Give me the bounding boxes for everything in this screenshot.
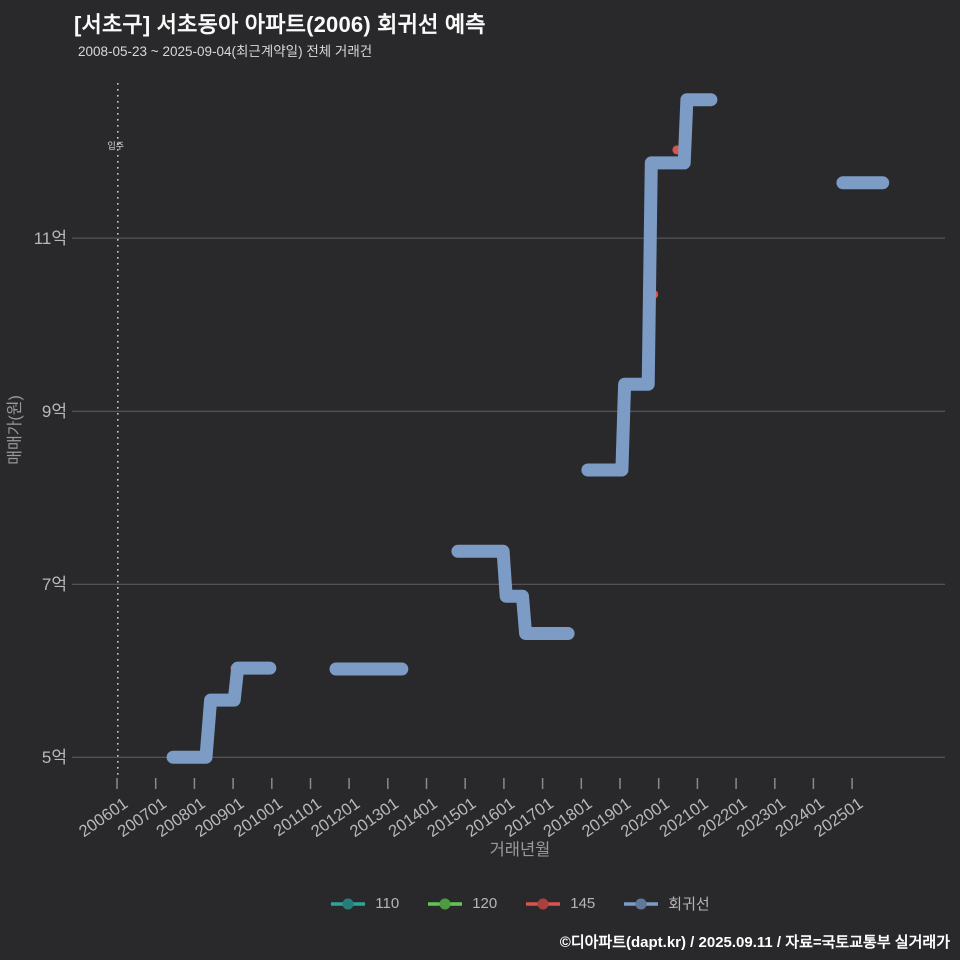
movein-annotation-label: 입주 <box>108 140 125 151</box>
legend-item-110[interactable]: 110 <box>330 895 399 912</box>
x-axis-title: 거래년월 <box>490 840 551 859</box>
legend-label: 110 <box>375 895 400 912</box>
chart-title: [서초구] 서초동아 아파트(2006) 회귀선 예측 <box>74 12 486 37</box>
legend-item-회귀선[interactable]: 회귀선 <box>623 893 710 914</box>
y-tick-label: 5억 <box>42 748 67 767</box>
legend: 110 120 145 회귀선 <box>80 893 960 914</box>
footer-credit: ©디아파트(dapt.kr) / 2025.09.11 / 자료=국토교통부 실… <box>559 934 950 951</box>
regression-line[interactable] <box>451 544 575 640</box>
legend-item-120[interactable]: 120 <box>427 895 497 912</box>
y-tick-label: 9억 <box>42 402 67 421</box>
legend-marker-icon <box>331 898 366 909</box>
legend-marker-icon <box>428 898 463 909</box>
legend-label: 145 <box>570 895 596 912</box>
legend-label: 회귀선 <box>668 896 710 913</box>
y-tick-label: 11억 <box>34 229 67 248</box>
y-axis-title: 매매가(원) <box>6 395 24 465</box>
regression-line[interactable] <box>166 661 277 764</box>
legend-item-145[interactable]: 145 <box>525 895 595 912</box>
regression-line[interactable] <box>581 93 718 477</box>
chart-subtitle: 2008-05-23 ~ 2025-09-04(최근계약일) 전체 거래건 <box>78 44 373 59</box>
legend-label: 120 <box>472 895 498 912</box>
legend-marker-icon <box>624 898 659 909</box>
legend-marker-icon <box>526 898 561 909</box>
y-tick-label: 7억 <box>42 575 67 594</box>
